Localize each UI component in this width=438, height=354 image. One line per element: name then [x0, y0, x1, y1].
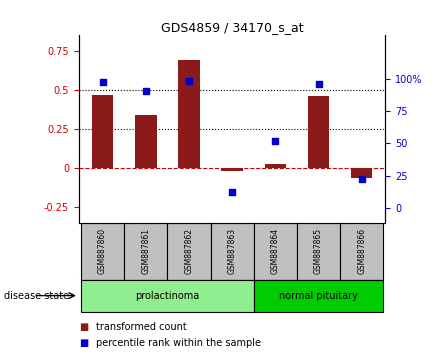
Text: prolactinoma: prolactinoma [135, 291, 199, 301]
Bar [178, 61, 200, 168]
Bar [254, 223, 297, 280]
Point [229, 189, 236, 195]
Text: normal pituitary: normal pituitary [279, 291, 358, 301]
Bar [254, 280, 383, 312]
Bar [92, 95, 113, 168]
Bar [351, 168, 372, 178]
Text: GSM887865: GSM887865 [314, 228, 323, 274]
Text: disease state: disease state [4, 291, 70, 301]
Text: GSM887863: GSM887863 [228, 228, 237, 274]
Bar [124, 223, 167, 280]
Title: GDS4859 / 34170_s_at: GDS4859 / 34170_s_at [161, 21, 304, 34]
Point [99, 80, 106, 85]
Bar [265, 164, 286, 168]
Point [358, 177, 365, 182]
Bar [340, 223, 383, 280]
Text: percentile rank within the sample: percentile rank within the sample [96, 338, 261, 348]
Text: ■: ■ [79, 338, 88, 348]
Bar [81, 280, 254, 312]
Bar [211, 223, 254, 280]
Point [185, 78, 192, 84]
Text: GSM887866: GSM887866 [357, 228, 366, 274]
Bar [221, 168, 243, 171]
Bar [167, 223, 211, 280]
Point [315, 81, 322, 86]
Text: GSM887862: GSM887862 [184, 228, 194, 274]
Bar [308, 96, 329, 168]
Text: GSM887864: GSM887864 [271, 228, 280, 274]
Point [272, 138, 279, 143]
Text: GSM887860: GSM887860 [98, 228, 107, 274]
Text: transformed count: transformed count [96, 322, 187, 332]
Text: GSM887861: GSM887861 [141, 228, 150, 274]
Bar [81, 223, 124, 280]
Point [142, 88, 149, 94]
Bar [297, 223, 340, 280]
Text: ■: ■ [79, 322, 88, 332]
Bar [135, 115, 156, 168]
